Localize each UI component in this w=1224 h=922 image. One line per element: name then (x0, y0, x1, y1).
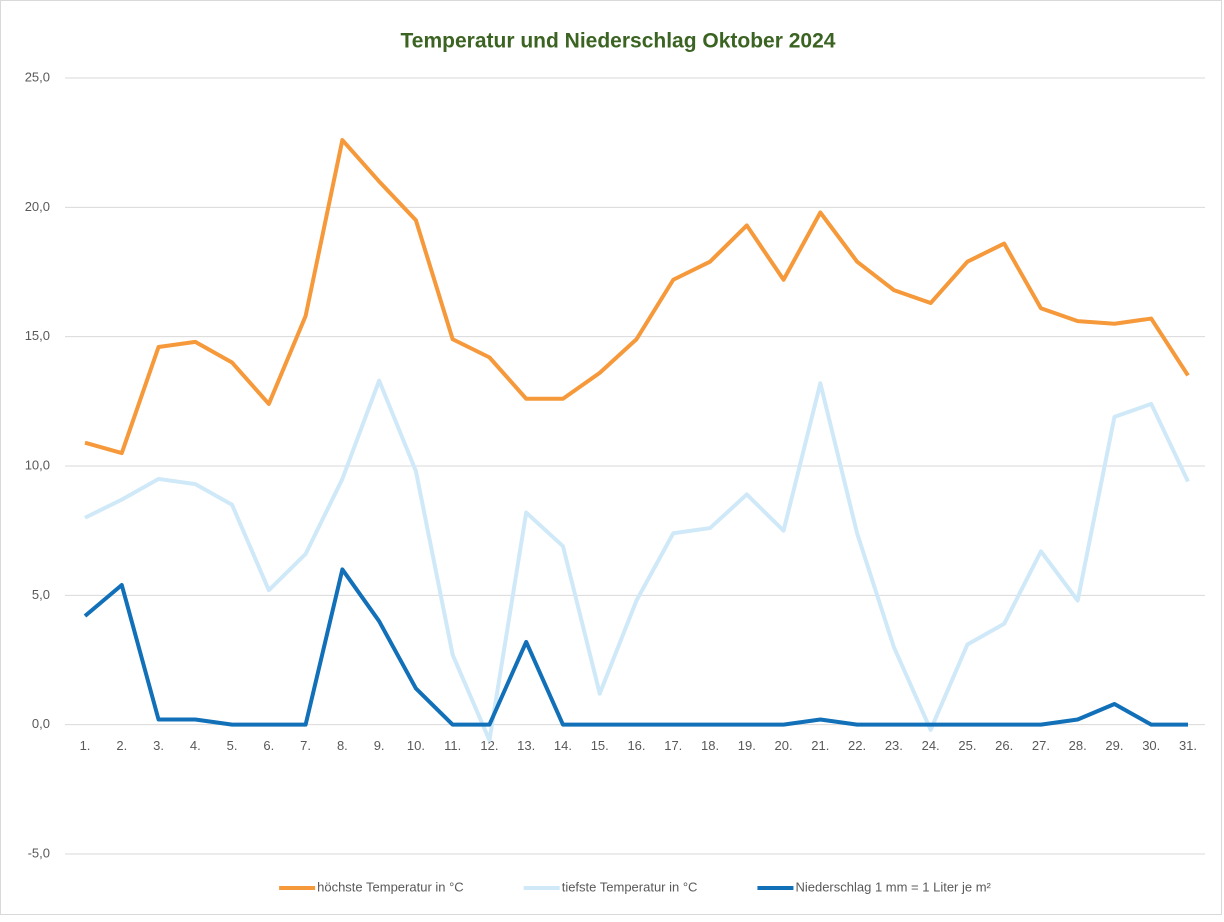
y-tick-label: 0,0 (32, 716, 50, 731)
x-tick-label: 17. (664, 738, 682, 753)
y-tick-label: 15,0 (25, 328, 50, 343)
legend-label: Niederschlag 1 mm = 1 Liter je m² (795, 879, 991, 894)
x-tick-label: 10. (407, 738, 425, 753)
y-tick-label: 10,0 (25, 457, 50, 472)
x-tick-label: 2. (116, 738, 127, 753)
x-tick-label: 26. (995, 738, 1013, 753)
x-tick-label: 30. (1142, 738, 1160, 753)
legend-label: höchste Temperatur in °C (317, 879, 464, 894)
series-line (84, 138, 1190, 456)
x-tick-label: 22. (848, 738, 866, 753)
x-tick-label: 15. (591, 738, 609, 753)
x-tick-label: 19. (738, 738, 756, 753)
x-tick-label: 27. (1032, 738, 1050, 753)
series-line (84, 378, 1190, 743)
x-tick-label: 5. (227, 738, 238, 753)
y-tick-label: 5,0 (32, 587, 50, 602)
x-tick-label: 14. (554, 738, 572, 753)
x-tick-label: 4. (190, 738, 201, 753)
x-tick-label: 29. (1105, 738, 1123, 753)
legend-label: tiefste Temperatur in °C (562, 879, 698, 894)
x-tick-label: 16. (627, 738, 645, 753)
x-tick-label: 6. (263, 738, 274, 753)
x-tick-label: 1. (80, 738, 91, 753)
x-tick-label: 31. (1179, 738, 1197, 753)
x-tick-label: 9. (374, 738, 385, 753)
x-tick-label: 24. (922, 738, 940, 753)
y-tick-label: 25,0 (25, 69, 50, 84)
x-tick-label: 28. (1069, 738, 1087, 753)
x-tick-label: 12. (480, 738, 498, 753)
x-tick-label: 20. (775, 738, 793, 753)
x-tick-label: 25. (958, 738, 976, 753)
x-tick-label: 8. (337, 738, 348, 753)
x-tick-label: 3. (153, 738, 164, 753)
y-tick-label: 20,0 (25, 199, 50, 214)
x-tick-label: 21. (811, 738, 829, 753)
x-tick-label: 13. (517, 738, 535, 753)
x-tick-label: 11. (444, 738, 461, 753)
x-tick-label: 7. (300, 738, 311, 753)
series-line (83, 567, 1188, 727)
x-tick-label: 23. (885, 738, 903, 753)
chart-title: Temperatur und Niederschlag Oktober 2024 (401, 30, 836, 53)
x-tick-label: 18. (701, 738, 719, 753)
y-tick-label: -5,0 (28, 845, 50, 860)
